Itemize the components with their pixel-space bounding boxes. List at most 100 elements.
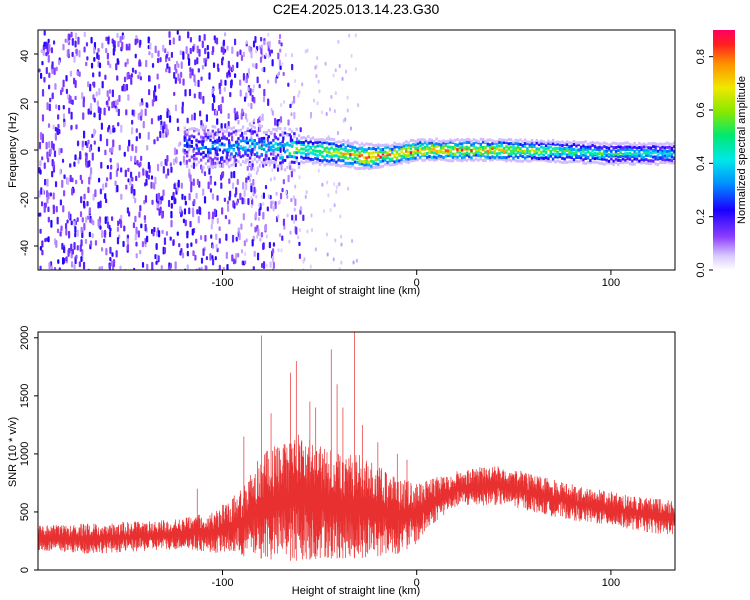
spectrogram-cell xyxy=(505,159,508,163)
spectrogram-cell xyxy=(423,145,427,149)
spectrogram-cell xyxy=(294,214,298,221)
spectrogram-cell xyxy=(129,171,133,178)
spectrogram-cell xyxy=(77,36,80,45)
spectrogram-cell xyxy=(283,158,287,162)
spectrogram-cell xyxy=(78,261,81,268)
spectrogram-cell xyxy=(311,141,315,145)
spectrogram-cell xyxy=(456,148,459,152)
spectrogram-cell xyxy=(167,168,170,176)
spectrogram-cell xyxy=(344,145,347,149)
spectrogram-cell xyxy=(645,161,648,165)
spectrogram-cell xyxy=(211,144,215,148)
spectrogram-cell xyxy=(372,147,375,151)
spectrogram-cell xyxy=(255,151,259,155)
spectrogram-cell xyxy=(95,91,98,97)
spectrogram-cell xyxy=(260,232,264,238)
spectrogram-cell xyxy=(139,102,142,107)
spectrogram-cell xyxy=(227,158,231,162)
spectrogram-cell xyxy=(220,136,224,140)
spectrogram-x-axis: -100 0 100 xyxy=(211,270,620,289)
spectrogram-cell xyxy=(188,193,191,201)
spectrogram-cell xyxy=(659,148,662,152)
spectrogram-cell xyxy=(163,237,167,245)
spectrogram-cell xyxy=(428,155,431,159)
spectrogram-cell xyxy=(47,157,50,163)
spectrogram-cell xyxy=(460,152,464,156)
spectrogram-cell xyxy=(98,71,101,77)
spectrogram-cell xyxy=(386,160,389,164)
spectrogram-cell xyxy=(467,146,471,150)
spectrogram-cell xyxy=(621,161,625,165)
spectrogram-cell xyxy=(304,156,308,160)
spectrogram-cell xyxy=(267,32,270,37)
spectrogram-cell xyxy=(272,261,276,269)
spectrogram-cell xyxy=(207,181,210,190)
spectrogram-cell xyxy=(344,161,347,165)
spectrogram-cell xyxy=(367,152,371,156)
spectrogram-cell xyxy=(332,138,336,142)
spectrogram-cell xyxy=(246,153,249,157)
spectrogram-cell xyxy=(372,166,375,170)
spectrogram-cell xyxy=(316,138,319,142)
spectrogram-cell xyxy=(505,141,508,145)
spectrogram-cell xyxy=(351,145,354,149)
spectrogram-cell xyxy=(288,154,291,158)
spectrogram-cell xyxy=(521,155,524,159)
spectrogram-cell xyxy=(194,254,197,261)
spectrogram-cell xyxy=(188,144,191,148)
spectrogram-cell xyxy=(577,160,580,164)
spectrogram-cell xyxy=(598,156,601,160)
spectrogram-cell xyxy=(416,138,420,142)
spectrogram-cell xyxy=(116,162,119,169)
spectrogram-cell xyxy=(204,154,208,158)
spectrogram-cell xyxy=(640,148,643,152)
spectrogram-cell xyxy=(433,143,436,147)
spectrogram-cell xyxy=(670,161,674,165)
spectrogram-cell xyxy=(442,139,445,143)
spectrogram-cell xyxy=(209,156,212,160)
spectrogram-cell xyxy=(55,206,58,213)
spectrogram-cell xyxy=(234,132,238,136)
spectrogram-cell xyxy=(242,51,245,58)
spectrogram-cell xyxy=(491,155,494,159)
colorbar-tick-label: 0.0 xyxy=(695,262,707,277)
spectrogram-cell xyxy=(105,36,108,42)
spectrogram-cell xyxy=(199,125,203,129)
spectrogram-cell xyxy=(147,174,150,180)
spectrogram-cell xyxy=(206,150,210,154)
spectrogram-cell xyxy=(493,141,497,145)
spectrogram-cell xyxy=(586,145,590,149)
spectrogram-cell xyxy=(220,142,224,146)
spectrogram-cell xyxy=(421,138,424,142)
spectrogram-cell xyxy=(146,263,149,270)
spectrogram-cell xyxy=(346,95,349,100)
spectrogram-cell xyxy=(505,145,508,149)
spectrogram-cell xyxy=(204,234,207,242)
spectrogram-cell xyxy=(351,152,354,156)
spectrogram-cell xyxy=(74,32,78,40)
spectrogram-cell xyxy=(314,153,317,157)
spectrogram-cell xyxy=(484,139,487,143)
spectrogram-cell xyxy=(56,216,59,225)
spectrogram-cell xyxy=(184,89,187,97)
spectrogram-cell xyxy=(558,152,562,156)
spectrogram-cell xyxy=(325,162,329,166)
spectrogram-cell xyxy=(279,144,282,148)
spectrogram-cell xyxy=(156,163,160,172)
spectrogram-cell xyxy=(104,74,107,80)
spectrogram-cell xyxy=(209,132,212,136)
spectrogram-cell xyxy=(638,141,641,145)
spectrogram-cell xyxy=(254,211,258,218)
spectrogram-cell xyxy=(530,145,534,149)
spectrogram-cell xyxy=(523,156,527,160)
spectrogram-cell xyxy=(325,154,329,158)
spectrogram-cell xyxy=(226,200,230,205)
spectrogram-cell xyxy=(86,56,89,61)
spectrogram-cell xyxy=(314,247,317,252)
spectrogram-cell xyxy=(288,152,291,156)
spectrogram-cell xyxy=(256,76,259,84)
spectrogram-cell xyxy=(40,187,43,195)
spectrogram-cell xyxy=(83,202,86,209)
spectrogram-cell xyxy=(258,232,261,237)
spectrogram-cell xyxy=(139,76,142,81)
